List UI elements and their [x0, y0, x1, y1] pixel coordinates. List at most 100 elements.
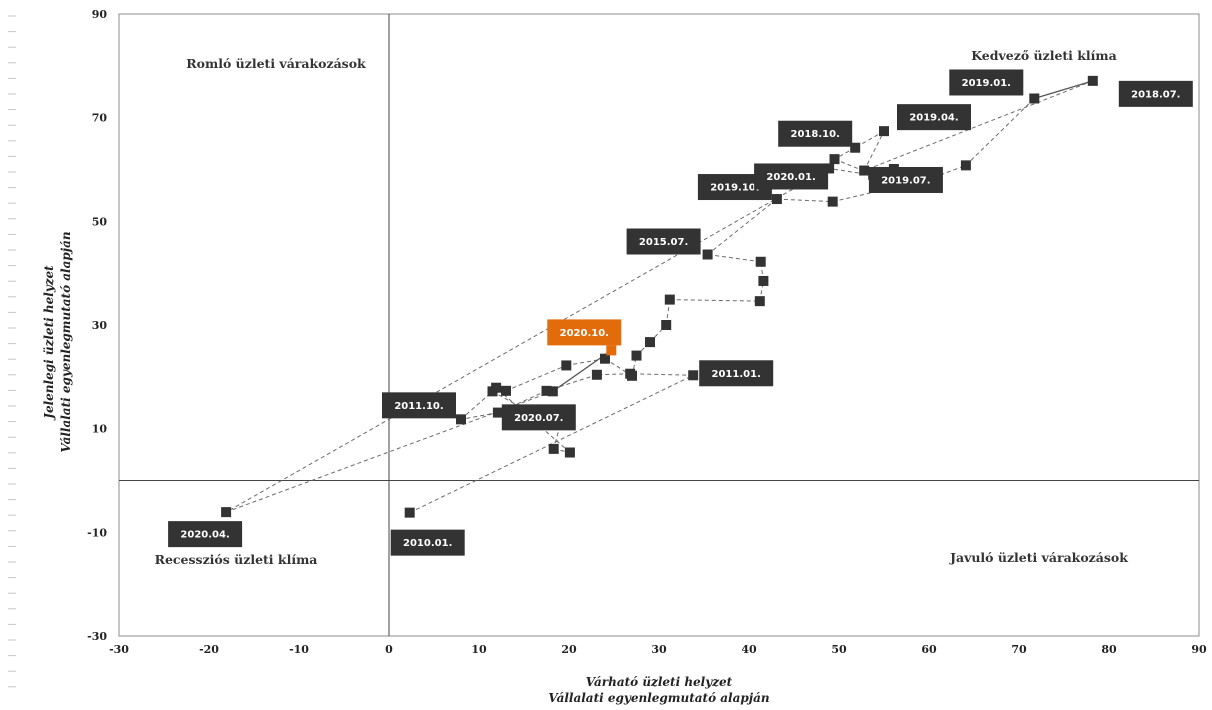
x-tick-label: 80	[1101, 643, 1117, 656]
data-point	[688, 370, 699, 381]
trajectory-segment	[596, 373, 631, 376]
date-tag-box	[501, 404, 576, 431]
trajectory-segment	[863, 130, 885, 171]
date-tag-box	[949, 69, 1024, 96]
date-tag-label: 2020.01.	[766, 172, 815, 183]
trajectory-segment	[225, 168, 830, 513]
date-tag-label: 2020.04.	[180, 530, 229, 541]
x-tick-label: -20	[199, 643, 219, 656]
date-tag-box	[897, 104, 971, 131]
y-tick-labels: 90 70 50 30 10 -10 -30	[87, 8, 107, 643]
y-tick-label: 90	[92, 8, 108, 21]
date-tag-box-highlighted	[547, 319, 622, 346]
x-axis-title-line-2: Vállalati egyenlegmutató alapján	[548, 691, 769, 705]
x-tick-label: 0	[385, 643, 393, 656]
data-point	[221, 507, 232, 518]
y-tick-label: 70	[92, 112, 108, 125]
x-tick-label: 90	[1191, 643, 1207, 656]
data-point	[661, 320, 672, 330]
x-tick-label: -10	[289, 643, 309, 656]
date-tag-label: 2019.01.	[962, 78, 1011, 89]
y-tick-label: 30	[92, 319, 108, 332]
quadrant-label-top-left: Romló üzleti várakozások	[186, 56, 366, 71]
y-axis-title-line-2: Vállalati egyenlegmutató alapján	[59, 231, 73, 452]
date-tag-box	[382, 392, 456, 419]
data-point	[547, 386, 558, 397]
x-tick-label: 40	[741, 643, 757, 656]
data-point	[850, 142, 861, 153]
trajectory-segment	[604, 358, 633, 377]
data-point	[758, 275, 769, 286]
trajectory-segment	[630, 373, 694, 376]
quadrant-label-bottom-right: Javuló üzleti várakozások	[949, 550, 1128, 565]
date-tag-box	[390, 529, 465, 556]
date-tag-box	[868, 166, 943, 193]
date-tag-label: 2020.10.	[560, 328, 609, 339]
trajectory-segment	[566, 358, 606, 366]
trajectory-segment	[1034, 80, 1093, 100]
trajectory-segment	[965, 98, 1035, 166]
data-point	[541, 385, 552, 396]
data-point	[564, 447, 575, 458]
quadrant-label-top-right: Kedvező üzleti klíma	[971, 48, 1117, 63]
quadrant-label-bottom-left: Recessziós üzleti klíma	[155, 552, 318, 567]
x-tick-label: 20	[561, 643, 577, 656]
y-axis-title-line-1: Jelenlegi üzleti helyzet	[42, 265, 56, 421]
date-tag-box	[1118, 80, 1193, 107]
date-tag-box	[168, 521, 243, 548]
x-tick-label: 70	[1011, 643, 1027, 656]
data-point	[1029, 93, 1040, 104]
data-point	[859, 165, 870, 176]
data-point	[591, 369, 602, 380]
left-edge-tick-marks	[8, 15, 16, 688]
trajectory-segment	[553, 411, 565, 450]
date-tag-label: 2011.01.	[712, 369, 761, 380]
x-axis-title-line-1: Várható üzleti helyzet	[586, 675, 733, 689]
data-point-highlighted	[606, 345, 617, 356]
trajectory-lines	[225, 80, 1093, 514]
data-point	[491, 382, 502, 393]
x-tick-label: 60	[921, 643, 937, 656]
trajectory-segment	[669, 299, 760, 302]
trajectory-segment	[505, 364, 567, 392]
x-tick-label: 10	[471, 643, 487, 656]
data-point	[627, 370, 637, 381]
data-point	[404, 507, 415, 518]
data-point	[879, 126, 889, 137]
date-tag-label: 2010.01.	[403, 538, 452, 549]
data-point	[664, 294, 675, 305]
y-tick-label: 10	[92, 423, 108, 436]
date-tag-label: 2019.07.	[881, 175, 930, 186]
trajectory-segment	[864, 80, 1093, 172]
data-point	[1087, 75, 1098, 86]
trajectory-segment	[707, 198, 778, 255]
data-point	[702, 249, 713, 260]
data-point	[824, 163, 835, 174]
data-point	[548, 443, 559, 454]
date-tag-box	[626, 228, 701, 255]
trajectory-segment	[776, 198, 833, 203]
data-point	[960, 160, 971, 171]
date-tag-label: 2019.04.	[909, 113, 958, 124]
data-point	[492, 407, 503, 418]
trajectory-segment	[707, 254, 761, 263]
x-tick-label: 30	[651, 643, 667, 656]
date-labels: 2010.01. 2011.01. 2011.10. 2015.07. 2018.07.…	[168, 69, 1193, 556]
data-point	[456, 414, 466, 425]
y-tick-label: 50	[92, 215, 108, 228]
data-point	[827, 196, 838, 207]
date-tag-label: 2018.10.	[791, 129, 840, 140]
date-tag-label: 2018.07.	[1131, 89, 1180, 100]
trajectory-segment	[460, 412, 498, 420]
date-tag-box	[778, 120, 853, 147]
x-tick-labels: -30 -20 -10 0 10 20 30 40 50 60 70 80 90	[109, 643, 1207, 656]
date-tag-label: 2015.07.	[639, 237, 688, 248]
date-tag-box	[699, 360, 774, 387]
data-point	[600, 353, 610, 364]
y-tick-label: -10	[87, 526, 107, 539]
date-tag-label: 2019.10.	[710, 183, 759, 194]
data-point	[631, 350, 642, 361]
data-points	[221, 75, 1098, 518]
x-tick-label: -30	[109, 643, 129, 656]
